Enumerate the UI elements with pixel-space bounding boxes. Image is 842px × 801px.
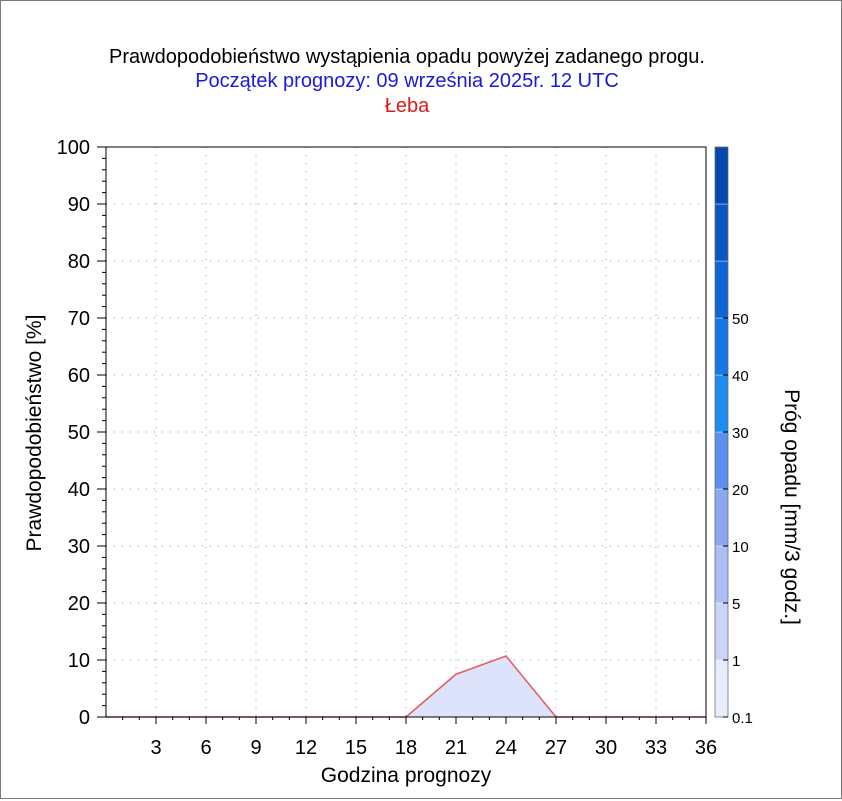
x-tick-label: 33 xyxy=(645,737,667,759)
y-tick-label: 30 xyxy=(68,536,90,558)
colorbar-segment xyxy=(714,545,729,604)
data-point xyxy=(455,673,457,676)
x-tick-label: 30 xyxy=(595,737,617,759)
colorbar-tick-label: 50 xyxy=(732,311,749,328)
y-tick-label: 20 xyxy=(68,593,90,615)
x-tick-label: 12 xyxy=(295,737,317,759)
colorbar-tick-label: 20 xyxy=(732,482,749,499)
x-tick-label: 27 xyxy=(545,737,567,759)
y-tick-label: 10 xyxy=(68,650,90,672)
y-tick-label: 100 xyxy=(57,137,90,159)
colorbar-tick-label: 30 xyxy=(732,425,749,442)
colorbar-segment xyxy=(714,374,729,433)
tick-marks xyxy=(97,146,707,724)
x-tick-label: 6 xyxy=(200,737,211,759)
plot-border xyxy=(105,146,707,718)
y-tick-label: 0 xyxy=(79,707,90,729)
x-tick-label: 24 xyxy=(495,737,517,759)
y-tick-label: 80 xyxy=(68,251,90,273)
y-tick-label: 90 xyxy=(68,194,90,216)
colorbar-tick-label: 40 xyxy=(732,368,749,385)
colorbar-tick-labels: 0.1 1 5 10 20 30 40 50 xyxy=(732,311,753,727)
x-tick-label: 18 xyxy=(395,737,417,759)
x-tick-label: 36 xyxy=(695,737,717,759)
data-point xyxy=(505,655,507,657)
colorbar-segment xyxy=(714,488,729,547)
series-layer xyxy=(105,655,707,718)
chart-title: Prawdopodobieństwo wystąpienia opadu pow… xyxy=(109,46,705,68)
y-tick-label: 60 xyxy=(68,365,90,387)
y-tick-labels: 0 10 20 30 40 50 60 70 80 90 100 xyxy=(57,137,90,729)
colorbar-tick-label: 5 xyxy=(732,596,740,613)
colorbar-tick-label: 0.1 xyxy=(732,710,753,727)
colorbar-segment xyxy=(714,260,729,319)
colorbar-segment xyxy=(714,317,729,376)
x-tick-label: 21 xyxy=(445,737,467,759)
colorbar-segment xyxy=(714,203,729,262)
y-tick-label: 70 xyxy=(68,308,90,330)
y-tick-label: 40 xyxy=(68,479,90,501)
colorbar-segment xyxy=(714,659,729,718)
colorbar-segment xyxy=(714,146,729,205)
colorbar-tick-label: 1 xyxy=(732,653,740,670)
colorbar xyxy=(714,146,729,718)
x-tick-label: 3 xyxy=(150,737,161,759)
x-tick-label: 15 xyxy=(345,737,367,759)
colorbar-segment xyxy=(714,431,729,490)
colorbar-tick-label: 10 xyxy=(732,539,749,556)
y-tick-label: 50 xyxy=(68,422,90,444)
x-tick-label: 9 xyxy=(250,737,261,759)
grid-lines xyxy=(106,147,706,717)
colorbar-segment xyxy=(714,602,729,661)
colorbar-label: Próg opadu [mm/3 godz.] xyxy=(780,389,803,625)
chart-subtitle: Początek prognozy: 09 września 2025r. 12… xyxy=(195,70,619,92)
x-tick-labels: 3 6 9 12 15 18 21 24 27 30 33 36 xyxy=(150,737,717,759)
x-axis-label: Godzina prognozy xyxy=(321,764,492,787)
y-axis-label: Prawdopodobieństwo [%] xyxy=(23,315,46,552)
chart-location: Łeba xyxy=(385,95,430,117)
